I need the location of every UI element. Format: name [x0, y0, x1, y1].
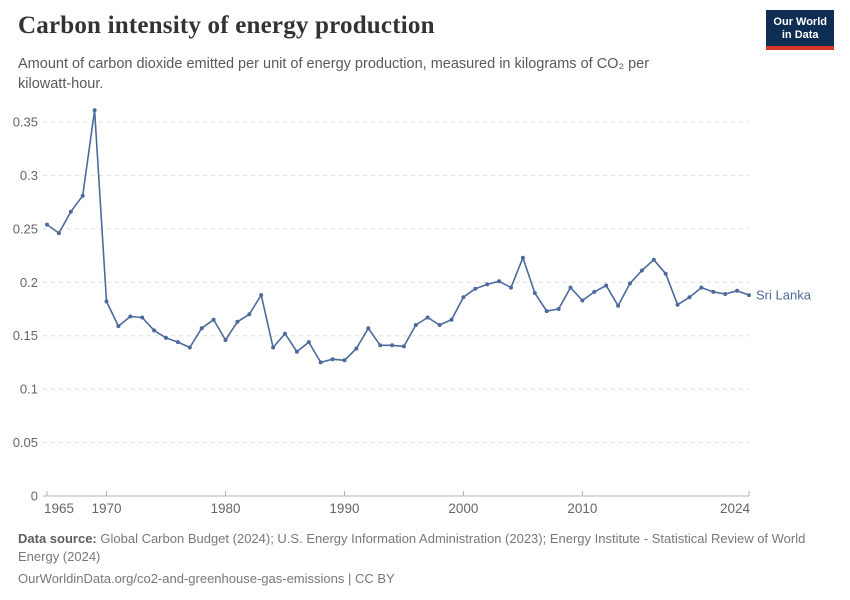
data-point: [604, 283, 609, 288]
data-point: [628, 281, 632, 286]
data-point: [699, 285, 704, 290]
x-axis-tick-label: 1965: [44, 501, 74, 516]
data-point: [485, 282, 490, 287]
data-point: [306, 340, 311, 345]
data-point: [259, 293, 264, 298]
data-point: [390, 343, 395, 348]
line-chart-canvas: 0 0.05 0.1 0.15 0.2 0.25 0.3 0.35 1965 1970 1980 19…: [0, 95, 850, 525]
data-point: [294, 349, 299, 354]
data-point: [532, 291, 537, 295]
data-point: [140, 315, 145, 320]
data-point: [639, 268, 644, 273]
footer-url-license: OurWorldinData.org/co2-and-greenhouse-ga…: [18, 571, 395, 586]
data-point: [342, 358, 347, 363]
data-point: [437, 323, 442, 327]
data-point: [497, 279, 502, 284]
data-point: [211, 317, 216, 322]
data-point: [56, 231, 61, 236]
data-point: [592, 289, 597, 294]
chart-svg: 0 0.05 0.1 0.15 0.2 0.25 0.3 0.35 1965 1970 1980 19…: [13, 108, 812, 516]
data-point: [747, 293, 751, 298]
data-point: [175, 340, 180, 345]
data-point: [568, 285, 573, 290]
data-point: [413, 323, 418, 327]
y-axis-tick-label: 0.05: [13, 435, 38, 450]
data-point: [616, 303, 621, 308]
data-point: [366, 326, 371, 331]
data-point: [675, 302, 680, 307]
data-point: [378, 343, 383, 348]
x-axis-tick-label: 1980: [210, 501, 240, 516]
data-point: [509, 285, 513, 290]
data-point: [330, 357, 335, 362]
data-source-text: Global Carbon Budget (2024); U.S. Energy…: [18, 531, 806, 564]
owid-logo-line2: in Data: [781, 29, 819, 41]
data-point: [164, 335, 168, 340]
data-point: [723, 292, 728, 296]
x-axis-tick-label: 1970: [91, 501, 121, 516]
data-point: [735, 288, 740, 293]
y-axis-tick-label: 0.3: [20, 168, 38, 183]
data-point: [235, 319, 240, 324]
owid-logo: Our World in Data: [766, 10, 834, 50]
y-axis-tick-label: 0.25: [13, 221, 38, 236]
data-point: [520, 255, 525, 260]
data-point: [68, 209, 73, 214]
chart-footer: Data source: Global Carbon Budget (2024)…: [18, 530, 836, 588]
data-point: [247, 312, 252, 317]
data-point: [663, 271, 668, 276]
data-point: [223, 338, 228, 342]
owid-logo-line1: Our World: [773, 16, 827, 28]
y-axis-tick-label: 0.2: [20, 275, 38, 290]
data-point: [711, 289, 716, 294]
data-point: [401, 344, 406, 349]
data-point: [449, 317, 454, 322]
data-point: [80, 193, 85, 198]
data-point: [687, 295, 692, 300]
data-point: [128, 314, 133, 319]
chart-subtitle: Amount of carbon dioxide emitted per uni…: [18, 56, 650, 92]
x-axis-tick-label: 2010: [567, 501, 597, 516]
y-axis-tick-label: 0.15: [13, 328, 38, 343]
data-point: [544, 309, 549, 314]
data-point: [152, 328, 157, 333]
x-axis-tick-label: 1990: [329, 501, 359, 516]
data-point: [473, 286, 478, 291]
data-point: [187, 345, 192, 350]
data-point: [354, 346, 359, 351]
page-title: Carbon intensity of energy production: [18, 12, 435, 39]
data-point: [116, 324, 121, 329]
data-point: [651, 257, 656, 262]
data-point: [318, 360, 323, 365]
y-axis-tick-label: 0.1: [20, 382, 38, 397]
series-line-sri-lanka: [46, 109, 750, 364]
data-point: [45, 222, 49, 227]
data-point: [580, 298, 585, 303]
x-axis-tick-label: 2000: [448, 501, 478, 516]
data-point: [92, 108, 97, 113]
data-point: [461, 295, 466, 300]
data-point: [271, 345, 276, 350]
x-axis-tick-label: 2024: [720, 501, 751, 516]
series-end-label: Sri Lanka: [756, 288, 812, 303]
y-axis-tick-label: 0: [31, 489, 38, 504]
data-point: [556, 307, 561, 311]
data-point: [425, 315, 430, 320]
y-axis-tick-label: 0.35: [13, 115, 38, 130]
data-point: [283, 331, 287, 336]
data-source-line: Data source: Global Carbon Budget (2024)…: [18, 530, 836, 565]
data-point: [199, 326, 204, 331]
data-source-label: Data source:: [18, 531, 97, 546]
data-point: [104, 299, 109, 304]
